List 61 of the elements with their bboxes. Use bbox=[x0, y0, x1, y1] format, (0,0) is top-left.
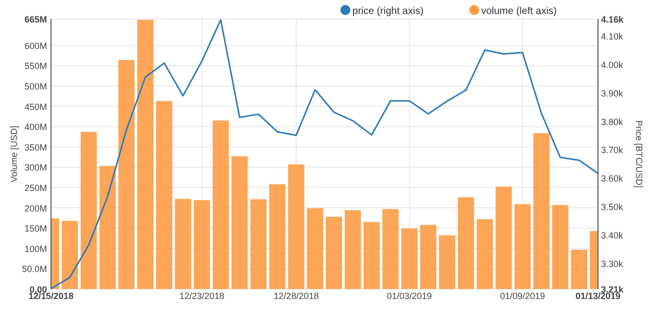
y-tick-label: 100M bbox=[24, 244, 47, 254]
y-tick-label: 350M bbox=[24, 142, 47, 152]
y2-axis-title: Price [BTC/USD] bbox=[634, 120, 644, 188]
y-tick-label: 500M bbox=[24, 81, 47, 92]
bar bbox=[99, 166, 116, 289]
bar bbox=[326, 216, 342, 289]
legend-label: price (right axis) bbox=[352, 6, 424, 17]
x-tick-label: 12/23/2018 bbox=[179, 291, 224, 301]
bar bbox=[194, 200, 210, 289]
bar bbox=[514, 204, 531, 289]
x-tick-label: 01/09/2019 bbox=[500, 291, 546, 301]
y-tick-label: 450M bbox=[24, 102, 47, 112]
y-tick-label: 550M bbox=[24, 61, 47, 72]
bar bbox=[80, 132, 97, 289]
bar bbox=[552, 204, 568, 289]
bar bbox=[212, 120, 229, 289]
bar bbox=[458, 197, 474, 289]
bar bbox=[288, 164, 304, 289]
bar bbox=[269, 184, 286, 289]
bar bbox=[571, 250, 588, 289]
x-tick-label: 01/03/2019 bbox=[386, 291, 432, 301]
bar bbox=[137, 20, 154, 289]
y2-tick-label: 4.16k bbox=[601, 14, 625, 24]
legend-label: volume (left axis) bbox=[481, 6, 557, 17]
y2-tick-label: 3.90k bbox=[601, 88, 624, 98]
bar bbox=[364, 222, 380, 289]
y-tick-label: 150M bbox=[24, 224, 47, 234]
y2-tick-label: 3.80k bbox=[601, 116, 624, 127]
bar bbox=[420, 224, 436, 289]
y2-tick-label: 3.30k bbox=[601, 258, 624, 269]
y-tick-label: 400M bbox=[24, 122, 47, 132]
y2-tick-label: 3.70k bbox=[601, 145, 624, 156]
y-tick-label: 300M bbox=[24, 162, 47, 173]
y2-tick-label: 3.60k bbox=[601, 174, 624, 184]
bar bbox=[306, 208, 324, 289]
bar bbox=[62, 220, 78, 289]
bar bbox=[382, 209, 399, 289]
bar bbox=[476, 219, 493, 289]
y2-tick-label: 3.50k bbox=[601, 202, 624, 212]
line-series bbox=[50, 19, 599, 290]
y2-tick-label: 4.10k bbox=[601, 32, 624, 42]
x-tick-label: 12/15/2018 bbox=[28, 291, 74, 301]
bar bbox=[156, 101, 172, 289]
y-tick-label: 600M bbox=[24, 40, 47, 51]
bar bbox=[118, 60, 135, 289]
y-tick-label: 200M bbox=[24, 203, 47, 214]
y-tick-label: 665M bbox=[24, 14, 47, 24]
y2-tick-label: 4.00k bbox=[601, 60, 624, 70]
y-tick-label: 50.0M bbox=[22, 264, 47, 274]
bar bbox=[438, 235, 456, 289]
y2-tick-label: 3.40k bbox=[601, 230, 624, 240]
bar bbox=[496, 186, 512, 289]
y-axis-title: Volume [USD] bbox=[9, 126, 19, 182]
bar bbox=[533, 133, 550, 289]
x-tick-label: 12/28/2018 bbox=[274, 291, 319, 301]
bar bbox=[250, 199, 267, 289]
bar bbox=[174, 198, 192, 289]
bar bbox=[344, 210, 361, 289]
y-tick-label: 250M bbox=[24, 182, 47, 193]
bar bbox=[232, 156, 248, 289]
bar bbox=[401, 228, 418, 289]
